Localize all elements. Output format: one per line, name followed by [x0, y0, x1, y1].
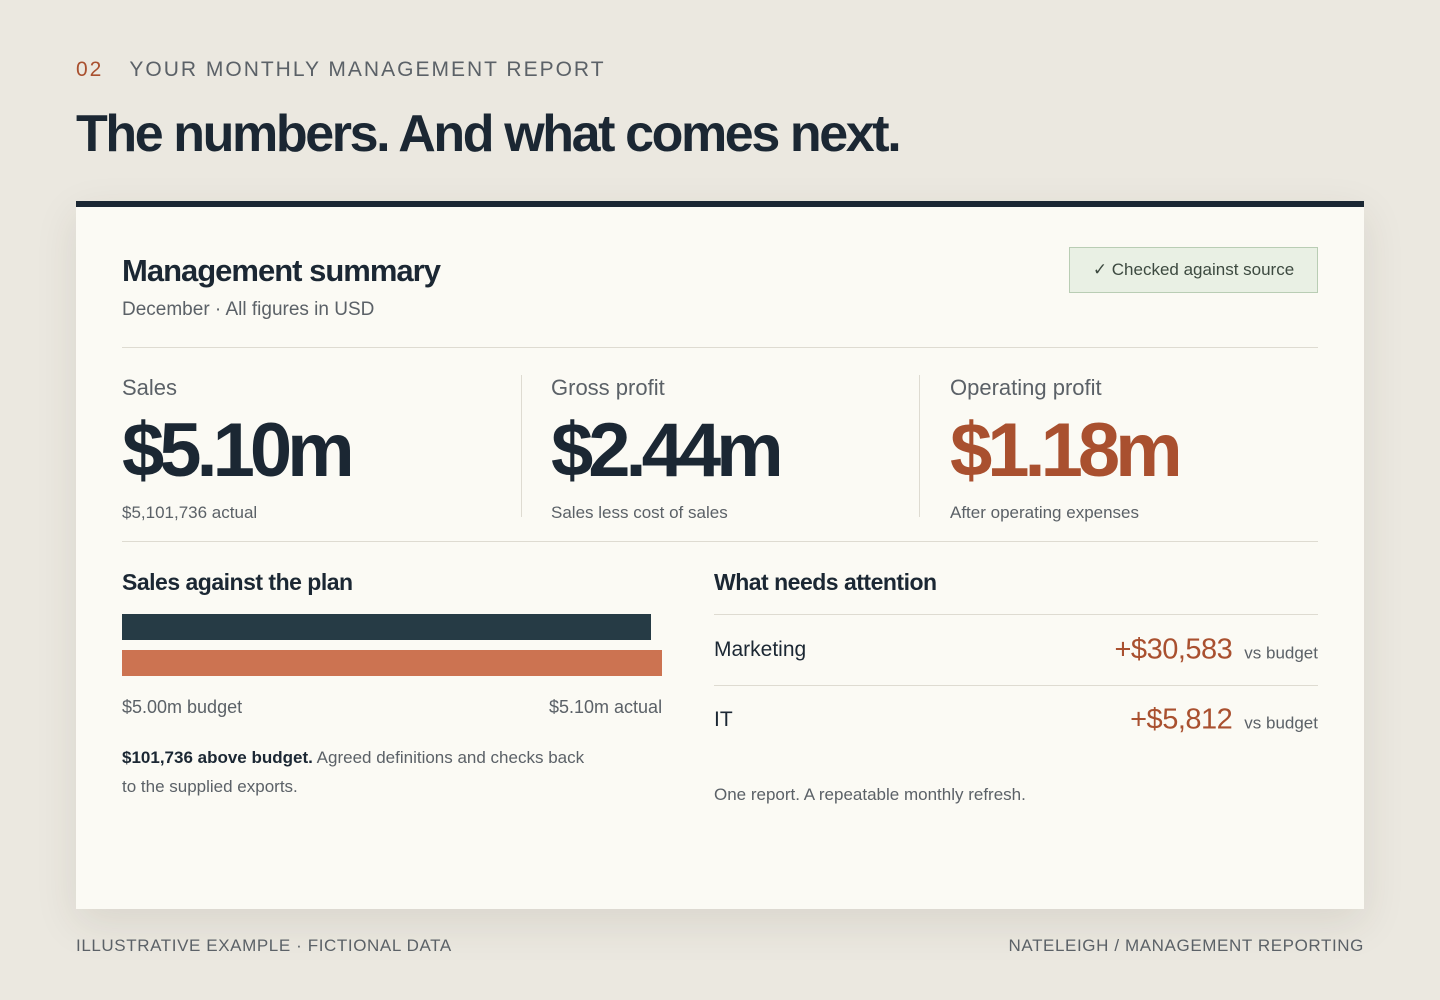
attention-name: IT — [714, 708, 733, 731]
attention-row-it: IT +$5,812 vs budget — [714, 685, 1318, 755]
budget-label: $5.00m budget — [122, 697, 243, 717]
summary-subtitle: December · All figures in USD — [122, 299, 375, 320]
attention-row-marketing: Marketing +$30,583 vs budget — [714, 615, 1318, 685]
kpi-value: $2.44m — [551, 408, 784, 493]
divider — [122, 541, 1318, 542]
checked-badge: ✓ Checked against source — [1069, 247, 1318, 293]
plan-explanation-text: Agreed definitions and checks back to th… — [122, 748, 585, 796]
actual-label: $5.10m actual — [549, 697, 663, 717]
checked-badge-label: ✓ Checked against source — [1092, 260, 1295, 279]
attention-unit: vs budget — [1244, 713, 1318, 733]
plan-variance: $101,736 above budget. — [122, 748, 313, 767]
attention-amount: +$5,812 — [1130, 703, 1233, 736]
attention-title: What needs attention — [714, 569, 937, 595]
kpi-divider — [919, 375, 920, 517]
page-title: The numbers. And what comes next. — [76, 105, 902, 163]
summary-title: Management summary — [122, 253, 441, 288]
management-summary-card: Management summary December · All figure… — [76, 201, 1364, 909]
kpi-sales: Sales $5.10m $5,101,736 actual — [122, 375, 355, 522]
kpi-gross-profit: Gross profit $2.44m Sales less cost of s… — [551, 375, 784, 522]
plan-title: Sales against the plan — [122, 569, 353, 595]
kpi-note: $5,101,736 actual — [122, 503, 258, 522]
attention-name: Marketing — [714, 638, 807, 661]
eyebrow-label: YOUR MONTHLY MANAGEMENT REPORT — [129, 58, 606, 81]
kpi-label: Operating profit — [950, 375, 1102, 400]
attention-amount: +$30,583 — [1114, 633, 1233, 666]
section-number: 02 — [76, 58, 104, 81]
kpi-note: After operating expenses — [950, 503, 1140, 522]
eyebrow: 02 YOUR MONTHLY MANAGEMENT REPORT — [76, 58, 606, 82]
kpi-operating-profit: Operating profit $1.18m After operating … — [950, 375, 1183, 522]
attention-unit: vs budget — [1244, 643, 1318, 663]
actual-bar — [122, 650, 662, 676]
attention-value: +$5,812 vs budget — [1130, 704, 1318, 737]
attention-footnote: One report. A repeatable monthly refresh… — [714, 785, 1026, 804]
footer-left: ILLUSTRATIVE EXAMPLE · FICTIONAL DATA — [76, 936, 452, 955]
divider — [122, 347, 1318, 348]
kpi-label: Gross profit — [551, 375, 665, 400]
kpi-divider — [521, 375, 522, 517]
kpi-value: $1.18m — [950, 408, 1183, 493]
kpi-value: $5.10m — [122, 408, 355, 493]
kpi-label: Sales — [122, 375, 178, 400]
plan-explanation: $101,736 above budget. Agreed definition… — [122, 743, 592, 801]
attention-value: +$30,583 vs budget — [1115, 634, 1319, 667]
budget-bar — [122, 614, 651, 640]
divider — [714, 614, 1318, 615]
kpi-note: Sales less cost of sales — [551, 503, 728, 522]
footer-right: NATELEIGH / MANAGEMENT REPORTING — [1008, 936, 1364, 955]
divider — [714, 685, 1318, 686]
